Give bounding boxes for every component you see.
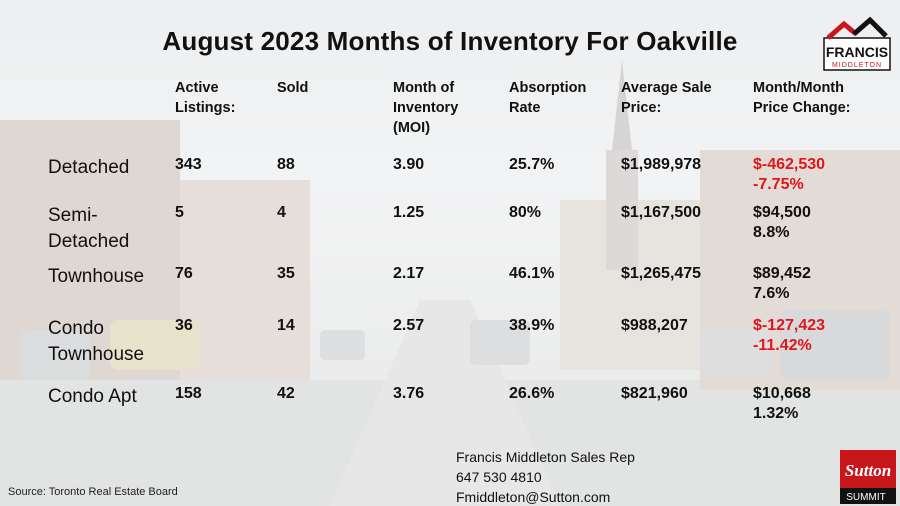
logo-fm-sub: MIDDLETON (832, 62, 882, 69)
logo-sutton-name: Sutton (845, 461, 891, 480)
contact-info: Francis Middleton Sales Rep 647 530 4810… (456, 447, 635, 506)
cell-active: 36 (175, 317, 193, 334)
row-label-semi-detached: Semi- Detached (48, 205, 130, 252)
contact-email: Fmiddleton@Sutton.com (456, 489, 611, 505)
logo-sutton-sub: SUMMIT (846, 492, 885, 503)
contact-name: Francis Middleton Sales Rep (456, 449, 635, 465)
cell-sold: 42 (277, 385, 295, 402)
page-title: August 2023 Months of Inventory For Oakv… (162, 26, 738, 56)
francis-middleton-logo: FRANCIS MIDDLETON (820, 12, 894, 72)
cell-sold: 14 (277, 317, 295, 334)
contact-phone: 647 530 4810 (456, 469, 542, 485)
cell-active: 5 (175, 204, 184, 221)
cell-avg-price: $821,960 (621, 385, 688, 402)
cell-price-change: $89,452 7.6% (753, 265, 811, 302)
cell-active: 158 (175, 385, 202, 402)
cell-price-change: $-462,530 -7.75% (753, 156, 826, 193)
cell-price-change: $94,500 8.8% (753, 204, 811, 241)
sutton-logo: Sutton SUMMIT (840, 450, 896, 504)
header-moi: Month of Inventory (MOI) (393, 80, 459, 136)
cell-absorption: 25.7% (509, 156, 555, 173)
header-active-listings: Active Listings: (175, 80, 236, 116)
cell-price-change: $-127,423 -11.42% (753, 317, 826, 354)
cell-absorption: 80% (509, 204, 542, 221)
header-absorption-rate: Absorption Rate (509, 80, 587, 116)
cell-sold: 35 (277, 265, 295, 282)
cell-moi: 3.76 (393, 385, 425, 402)
cell-absorption: 38.9% (509, 317, 555, 334)
cell-moi: 2.57 (393, 317, 425, 334)
header-price-change: Month/Month Price Change: (753, 80, 851, 116)
header-average-sale-price: Average Sale Price: (621, 80, 712, 116)
cell-avg-price: $988,207 (621, 317, 688, 334)
cell-active: 343 (175, 156, 202, 173)
cell-avg-price: $1,265,475 (621, 265, 702, 282)
cell-price-change: $10,668 1.32% (753, 385, 811, 422)
row-label-condo-apt: Condo Apt (48, 386, 137, 407)
row-label-detached: Detached (48, 157, 130, 178)
cell-moi: 2.17 (393, 265, 425, 282)
source-note: Source: Toronto Real Estate Board (8, 486, 178, 498)
cell-avg-price: $1,989,978 (621, 156, 702, 173)
logo-fm-name: FRANCIS (826, 44, 888, 60)
cell-active: 76 (175, 265, 193, 282)
cell-absorption: 46.1% (509, 265, 555, 282)
cell-sold: 4 (277, 204, 286, 221)
cell-moi: 3.90 (393, 156, 425, 173)
cell-moi: 1.25 (393, 204, 425, 221)
header-sold: Sold (277, 80, 309, 96)
row-label-condo-townhouse: Condo Townhouse (48, 318, 145, 365)
cell-absorption: 26.6% (509, 385, 555, 402)
cell-sold: 88 (277, 156, 295, 173)
row-label-townhouse: Townhouse (48, 266, 145, 287)
cell-avg-price: $1,167,500 (621, 204, 702, 221)
